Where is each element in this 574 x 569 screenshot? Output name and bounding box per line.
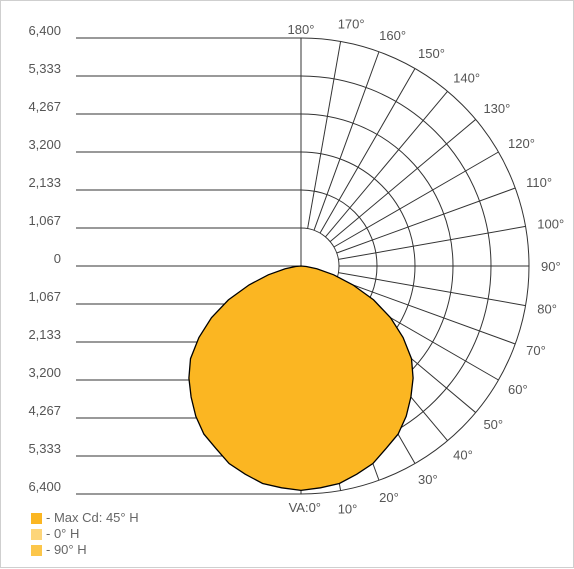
angle-label: VA:0° [289, 500, 321, 515]
angle-label: 10° [338, 501, 358, 516]
scale-label: 5,333 [28, 61, 61, 76]
legend-swatch-0h [31, 528, 42, 540]
grid-spoke [336, 187, 516, 254]
legend-swatch-90h [31, 544, 42, 556]
legend-label-90h: - 90° H [46, 542, 87, 557]
angle-label: 70° [526, 343, 546, 358]
grid-spoke [338, 225, 526, 260]
legend-item-0h: - 0° H [31, 526, 139, 542]
grid-spoke [333, 151, 499, 248]
series-max-cd-curve [188, 265, 414, 492]
legend-item-90h: - 90° H [31, 542, 139, 558]
scale-label: 2,133 [28, 175, 61, 190]
scale-label: 4,267 [28, 403, 61, 418]
angle-label: 110° [526, 175, 552, 190]
angle-label: 160° [379, 28, 406, 43]
angle-label: 120° [508, 136, 535, 151]
grid-spoke [325, 91, 448, 238]
grid-spoke [336, 278, 516, 345]
angle-label: 20° [379, 490, 399, 505]
scale-label: 6,400 [28, 23, 61, 38]
grid-spoke [329, 119, 476, 242]
angle-label: 30° [418, 472, 438, 487]
angle-label: 80° [537, 302, 557, 317]
legend-item-max-cd: - Max Cd: 45° H [31, 510, 139, 526]
grid-spoke [307, 41, 342, 229]
angle-label: 140° [453, 71, 480, 86]
scale-label: 3,200 [28, 365, 61, 380]
scale-label: 1,067 [28, 289, 61, 304]
angle-label: 170° [338, 17, 365, 32]
scale-label: 1,067 [28, 213, 61, 228]
angle-label: 40° [453, 447, 473, 462]
angle-label: 130° [483, 101, 510, 116]
grid-spoke [319, 68, 416, 234]
scale-label: 5,333 [28, 441, 61, 456]
angle-label: 100° [537, 216, 564, 231]
legend-label-0h: - 0° H [46, 526, 80, 541]
scale-label: 6,400 [28, 479, 61, 494]
angle-label: 150° [418, 46, 445, 61]
scale-label: 3,200 [28, 137, 61, 152]
scale-label: 4,267 [28, 99, 61, 114]
scale-label: 0 [54, 251, 61, 266]
scale-label: 2,133 [28, 327, 61, 342]
legend-label-max-cd: - Max Cd: 45° H [46, 510, 139, 525]
angle-label: 90° [541, 259, 561, 274]
angle-label: 60° [508, 382, 528, 397]
angle-label: 50° [483, 417, 503, 432]
angle-label: 180° [288, 22, 315, 37]
grid-spoke [313, 51, 380, 231]
legend-swatch-max-cd [31, 512, 42, 524]
grid-spoke [338, 272, 526, 307]
legend: - Max Cd: 45° H - 0° H - 90° H [31, 510, 139, 558]
